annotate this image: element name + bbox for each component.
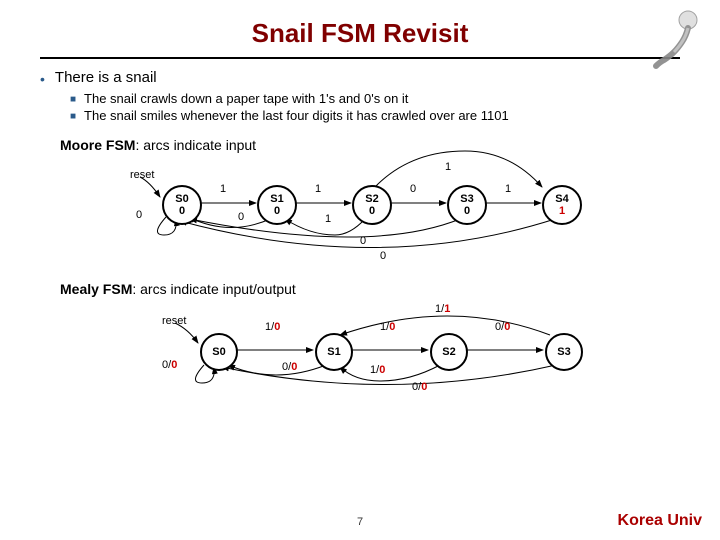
bullet-sub-0: ■ The snail crawls down a paper tape wit… [70,91,680,106]
page-title: Snail FSM Revisit [0,0,720,49]
moore-edge-label: 0 [380,250,386,262]
bullet-sub-1: ■ The snail smiles whenever the last fou… [70,108,680,123]
page-number: 7 [357,516,363,528]
bullet-square: ■ [70,94,76,105]
bullet-dot: • [40,71,45,87]
mealy-edge-label: 1/0 [265,321,280,333]
mealy-edge-label: 1/1 [435,303,450,315]
mealy-edge-label: 0/0 [282,361,297,373]
moore-edge-label: 0 [410,183,416,195]
moore-node-s3: S30 [447,185,487,225]
moore-title: Moore FSM: arcs indicate input [60,137,680,153]
moore-edge-label: 0 [238,211,244,223]
mealy-node-s0: S0 [200,333,238,371]
content-area: • There is a snail ■ The snail crawls do… [0,59,720,396]
footer-text: Korea Univ [618,512,702,530]
mealy-reset-label: reset [162,315,186,327]
moore-node-s2: S20 [352,185,392,225]
bullet-sub-0-text: The snail crawls down a paper tape with … [84,91,408,106]
moore-diagram: reset S00S10S20S30S411101100100 [80,157,680,257]
moore-edge-label: 1 [315,183,321,195]
moore-edge-label: 0 [360,235,366,247]
mealy-edge-label: 1/0 [370,364,385,376]
mealy-edge-label: 0/0 [412,381,427,393]
moore-edge-label: 1 [325,213,331,225]
moore-edge-label: 0 [136,209,142,221]
mealy-edge-label: 0/0 [495,321,510,333]
mealy-edge-label: 0/0 [162,359,177,371]
bullet-square: ■ [70,111,76,122]
moore-edge-label: 1 [220,183,226,195]
bullet-main-text: There is a snail [55,69,157,86]
bullet-main: • There is a snail [40,69,680,87]
mealy-node-s1: S1 [315,333,353,371]
moore-reset-label: reset [130,169,154,181]
mealy-node-s3: S3 [545,333,583,371]
mealy-edge-label: 1/0 [380,321,395,333]
moore-node-s0: S00 [162,185,202,225]
moore-node-s1: S10 [257,185,297,225]
logo-image [646,6,710,70]
mealy-node-s2: S2 [430,333,468,371]
mealy-title: Mealy FSM: arcs indicate input/output [60,281,680,297]
moore-edge-label: 1 [445,161,451,173]
mealy-diagram: reset S0 S1 S2 S3 1/0 1/0 0/0 1/1 0/0 0/0 1/0 0/0 [80,301,680,396]
bullet-sub-1-text: The snail smiles whenever the last four … [84,108,509,123]
moore-node-s4: S41 [542,185,582,225]
moore-edge-label: 1 [505,183,511,195]
